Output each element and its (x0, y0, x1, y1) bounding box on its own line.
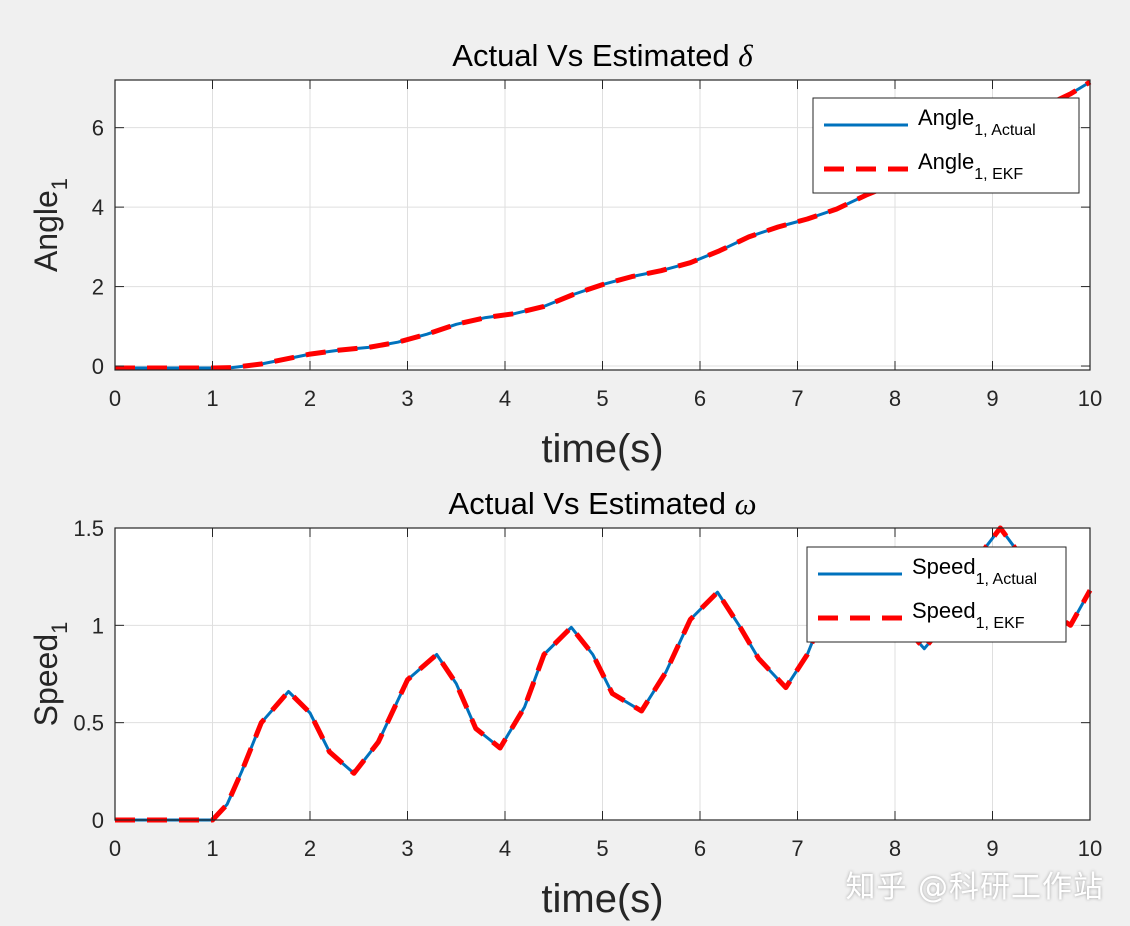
legend-entry-sub: 1, Actual (976, 571, 1037, 588)
chart-title-symbol: ω (735, 486, 757, 521)
legend-entry-sub: 1, EKF (976, 615, 1025, 632)
legend-box (806, 546, 1067, 643)
x-tick-label: 0 (109, 386, 121, 411)
x-tick-label: 3 (401, 386, 413, 411)
chart-title-symbol: δ (738, 38, 753, 73)
chart-panel-1: 0 1 2 3 4 5 6 7 8 9 10 0 2 4 6 Actual Vs Estimated δ tim… (28, 38, 1102, 471)
y-tick-label: 0.5 (73, 711, 104, 736)
legend-entry-sub: 1, EKF (974, 166, 1023, 183)
x-tick-label: 3 (401, 836, 413, 861)
x-tick-label: 8 (889, 386, 901, 411)
legend-entry-actual: Angle1, Actual (918, 105, 1036, 139)
y-tick-label: 6 (92, 116, 104, 141)
chart-title-text: Actual Vs Estimated (452, 38, 738, 73)
chart-panel-2: 0 1 2 3 4 5 6 7 8 9 10 0 0.5 1 1.5 Actual Vs Estimated … (28, 486, 1102, 921)
y-tick-label: 1 (92, 613, 104, 638)
x-tick-label: 5 (596, 836, 608, 861)
x-tick-label: 1 (206, 836, 218, 861)
x-tick-label: 9 (986, 386, 998, 411)
x-tick-label: 4 (499, 386, 511, 411)
legend-entry-base: Angle (918, 105, 974, 130)
x-tick-label: 6 (694, 386, 706, 411)
y-axis-label: Angle1 (28, 178, 72, 272)
y-tick-label: 1.5 (73, 516, 104, 541)
x-tick-label: 8 (889, 836, 901, 861)
legend-entry-base: Speed (912, 554, 976, 579)
series-line-ekf (115, 79, 1092, 371)
x-tick-label: 10 (1078, 386, 1102, 411)
x-tick-label: 1 (206, 386, 218, 411)
x-tick-label: 7 (791, 386, 803, 411)
x-tick-label: 9 (986, 836, 998, 861)
x-tick-label: 6 (694, 836, 706, 861)
chart-title-text: Actual Vs Estimated (449, 486, 735, 521)
watermark: 知乎 @科研工作站 (845, 870, 1104, 905)
y-tick-label: 0 (92, 354, 104, 379)
x-tick-label: 4 (499, 836, 511, 861)
legend-entry-ekf: Speed1, EKF (912, 598, 1025, 632)
y-axis-label-base: Speed (28, 634, 64, 727)
x-axis-label: time(s) (541, 427, 663, 471)
y-tick-label: 2 (92, 275, 104, 300)
chart-title: Actual Vs Estimated ω (449, 486, 757, 521)
x-tick-label: 5 (596, 386, 608, 411)
y-axis-label-sub: 1 (47, 178, 72, 190)
legend-entry-sub: 1, Actual (974, 122, 1035, 139)
legend-entry-base: Angle (918, 149, 974, 174)
legend-box (812, 97, 1080, 194)
y-tick-label: 0 (92, 808, 104, 833)
legend-entry-ekf: Angle1, EKF (918, 149, 1023, 183)
x-tick-label: 2 (304, 386, 316, 411)
y-axis-label: Speed1 (28, 622, 72, 727)
legend-entry-actual: Speed1, Actual (912, 554, 1037, 588)
x-tick-label: 2 (304, 836, 316, 861)
x-axis-label: time(s) (541, 877, 663, 921)
y-axis-label-sub: 1 (47, 622, 72, 634)
x-tick-label: 10 (1078, 836, 1102, 861)
y-axis-label-base: Angle (28, 190, 64, 272)
y-tick-label: 4 (92, 195, 104, 220)
chart-title: Actual Vs Estimated δ (452, 38, 753, 73)
x-tick-label: 7 (791, 836, 803, 861)
legend-entry-base: Speed (912, 598, 976, 623)
x-tick-label: 0 (109, 836, 121, 861)
